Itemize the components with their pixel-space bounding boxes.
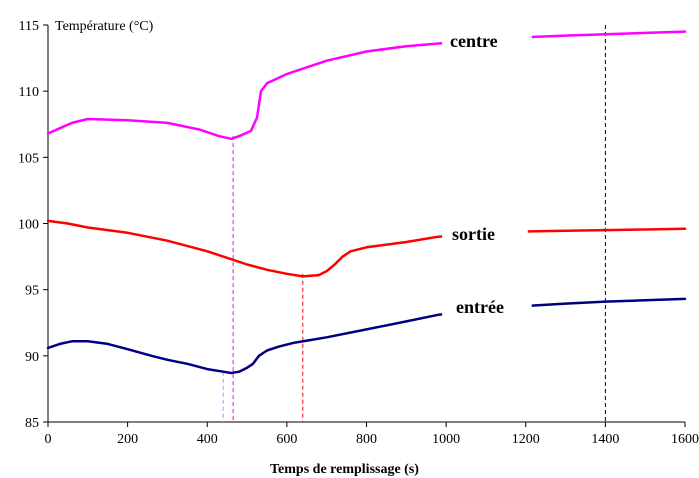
y-tick-label: 105 xyxy=(18,151,39,166)
series-label-entree: entrée xyxy=(456,297,504,317)
series-line xyxy=(46,30,687,141)
y-tick-label: 90 xyxy=(25,350,39,365)
x-tick-label: 200 xyxy=(117,432,138,447)
x-tick-label: 0 xyxy=(45,432,52,447)
label-gap xyxy=(442,32,532,49)
y-axis-label: Température (°C) xyxy=(55,19,154,34)
y-tick-label: 85 xyxy=(25,416,39,431)
label-gap xyxy=(442,302,532,319)
series-label-sortie: sortie xyxy=(452,224,495,244)
x-tick-label: 800 xyxy=(356,432,377,447)
x-tick-label: 600 xyxy=(276,432,297,447)
x-tick-label: 1600 xyxy=(671,432,699,447)
x-tick-label: 1200 xyxy=(512,432,540,447)
y-tick-label: 100 xyxy=(18,218,39,233)
series-line xyxy=(46,219,687,278)
y-tick-label: 110 xyxy=(19,85,39,100)
x-axis-label: Temps de remplissage (s) xyxy=(270,462,419,477)
x-tick-label: 1400 xyxy=(591,432,619,447)
y-tick-label: 115 xyxy=(19,19,39,34)
series-line xyxy=(46,297,687,375)
label-gap xyxy=(442,226,528,243)
x-tick-label: 400 xyxy=(197,432,218,447)
series-label-centre: centre xyxy=(450,31,498,51)
y-tick-label: 95 xyxy=(25,284,39,299)
x-tick-label: 1000 xyxy=(432,432,460,447)
